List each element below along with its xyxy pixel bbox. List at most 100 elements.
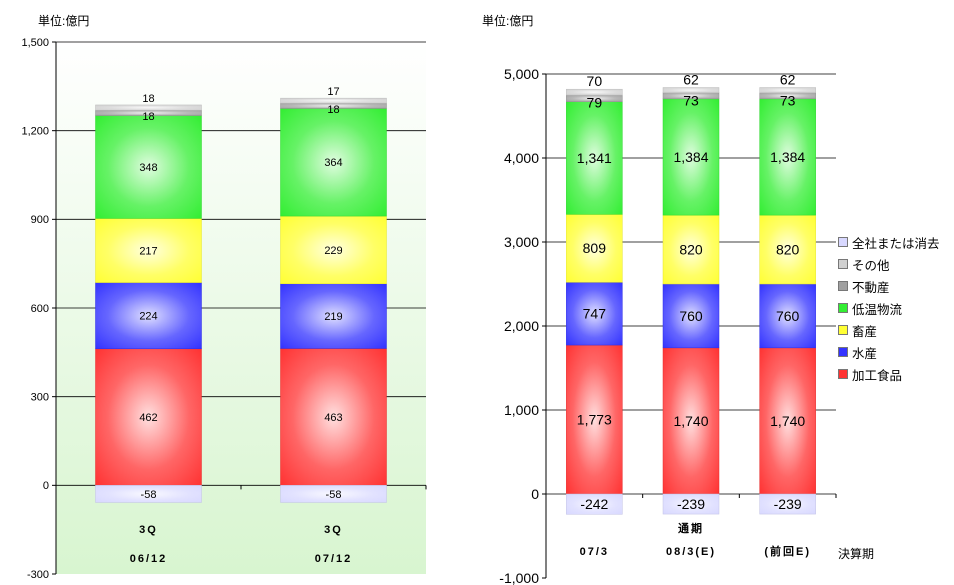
legend-item-livestock: 畜産	[838, 319, 954, 341]
legend-swatch	[838, 237, 848, 247]
bar-segment-seafood	[662, 283, 720, 349]
bar-segment-cold-logistics	[95, 115, 202, 219]
data-label: 62	[683, 72, 699, 88]
data-label: 73	[780, 92, 796, 108]
bar-segment-elimination	[280, 485, 387, 503]
y-tick-label: -300	[27, 569, 49, 581]
y-tick-label: 0	[531, 486, 539, 502]
legend-swatch	[838, 347, 848, 357]
data-label: 820	[679, 241, 703, 257]
bar-segment-processed-food	[566, 344, 623, 495]
y-tick-label: 600	[31, 303, 49, 315]
x-category-label: 08/3(E)	[666, 546, 716, 558]
x-category-label: 3Q	[324, 524, 343, 536]
data-label: 18	[142, 93, 154, 105]
bar-segment-other	[759, 87, 816, 93]
data-label: 1,384	[673, 149, 708, 165]
y-tick-label: 1,000	[504, 402, 539, 418]
bar-segment-other	[95, 104, 202, 111]
left-unit-label: 単位:億円	[38, 14, 90, 28]
data-label: 79	[587, 95, 603, 111]
legend-item-processed-food: 加工食品	[838, 363, 954, 385]
y-tick-label: 0	[43, 480, 49, 492]
data-label: -58	[326, 489, 342, 501]
data-label: 809	[583, 240, 607, 256]
data-label: 17	[327, 86, 339, 98]
bar-segment-cold-logistics	[280, 108, 387, 217]
legend-item-real-estate: 不動産	[838, 275, 954, 297]
legend-label: 不動産	[852, 280, 890, 295]
bar-segment-livestock	[280, 215, 387, 285]
x-category-label: (前回E)	[764, 544, 811, 558]
data-label: 760	[679, 308, 703, 324]
bar-segment-elimination	[662, 493, 720, 515]
data-label: 1,740	[673, 413, 708, 429]
bar-segment-cold-logistics	[759, 98, 816, 216]
bar-segment-livestock	[95, 218, 202, 283]
data-label: 62	[780, 72, 796, 88]
data-label: -239	[774, 496, 802, 512]
legend-item-elimination: 全社または消去	[838, 231, 954, 253]
legend-item-cold-logistics: 低温物流	[838, 297, 954, 319]
bar-segment-seafood	[566, 282, 623, 346]
data-label: 217	[139, 245, 157, 257]
data-label: 224	[139, 311, 157, 323]
legend-label: 全社または消去	[852, 236, 940, 251]
data-label: 1,773	[577, 411, 612, 427]
data-label: -242	[580, 496, 608, 512]
legend-item-other: その他	[838, 253, 954, 275]
bar-segment-elimination	[566, 493, 623, 515]
legend-label: 低温物流	[852, 302, 903, 317]
data-label: 219	[324, 311, 342, 323]
data-label: 760	[776, 308, 800, 324]
bar-segment-processed-food	[662, 347, 720, 495]
legend-swatch	[838, 281, 848, 291]
x-category-label: 06/12	[130, 553, 168, 565]
x-category-label: 07/3	[580, 546, 609, 558]
y-tick-label: 1,500	[21, 37, 49, 49]
y-tick-label: 2,000	[504, 318, 539, 334]
bar-segment-cold-logistics	[566, 101, 623, 215]
x-category-label: 3Q	[139, 524, 158, 536]
legend-swatch	[838, 303, 848, 313]
data-label: -239	[677, 496, 705, 512]
bar-segment-processed-food	[280, 348, 387, 486]
data-label: -58	[141, 489, 157, 501]
data-label: 462	[139, 412, 157, 424]
legend-label: その他	[852, 258, 890, 273]
y-tick-label: 300	[31, 392, 49, 404]
data-label: 1,384	[770, 149, 805, 165]
bar-segment-elimination	[759, 493, 816, 515]
x-category-label: 07/12	[315, 553, 353, 565]
data-label: 18	[142, 111, 154, 123]
data-label: 820	[776, 241, 800, 257]
data-label: 747	[583, 306, 607, 322]
fiscal-period-label: 決算期	[838, 547, 875, 561]
y-tick-label: 5,000	[504, 66, 539, 82]
y-tick-label: 1,200	[21, 126, 49, 138]
data-label: 73	[683, 92, 699, 108]
data-label: 364	[324, 157, 342, 169]
data-label: 1,341	[577, 150, 612, 166]
data-label: 1,740	[770, 413, 805, 429]
y-tick-label: 900	[31, 214, 49, 226]
legend-swatch	[838, 369, 848, 379]
legend-label: 水産	[852, 346, 878, 361]
legend-label: 畜産	[852, 324, 878, 339]
data-label: 229	[324, 245, 342, 257]
data-label: 348	[139, 162, 157, 174]
y-tick-label: -1,000	[499, 570, 539, 585]
legend-swatch	[838, 325, 848, 335]
right-chart: -1,000 0 1,000 2,000 3,000 4,000 5,000 1,773 747…	[499, 66, 837, 585]
x-category-label: 通期	[678, 521, 704, 535]
data-label: 70	[587, 73, 603, 89]
bar-segment-livestock	[759, 214, 816, 285]
bar-segment-livestock	[566, 214, 623, 283]
data-label: 18	[327, 104, 339, 116]
bar-segment-seafood	[759, 283, 816, 349]
bar-segment-other	[280, 97, 387, 104]
bar-segment-other	[566, 88, 623, 96]
data-label: 463	[324, 412, 342, 424]
bar-segment-elimination	[95, 485, 202, 503]
